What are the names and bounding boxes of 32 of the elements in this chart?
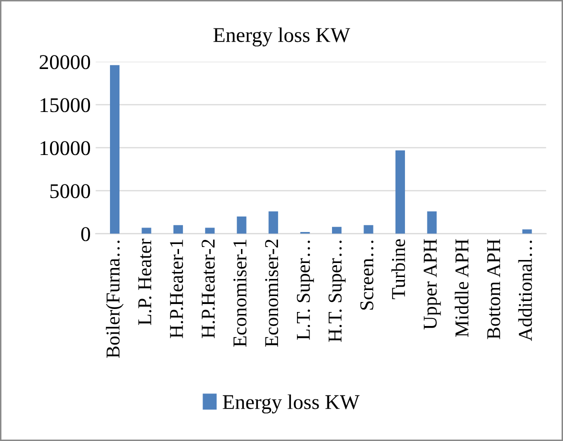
bar xyxy=(268,211,278,234)
x-tick-label: L.T. Super… xyxy=(296,240,314,340)
bar xyxy=(236,216,246,234)
bar xyxy=(205,228,215,234)
y-tick-label: 0 xyxy=(81,227,90,242)
x-tick-label: H.P.Heater-1 xyxy=(170,240,184,338)
bar xyxy=(142,228,152,234)
bar xyxy=(427,211,437,234)
legend-label: Energy loss KW xyxy=(222,394,360,414)
x-tick-label: Upper APH xyxy=(424,239,441,330)
bar xyxy=(332,226,342,234)
bar xyxy=(110,65,120,234)
x-tick-label: Economiser-2 xyxy=(265,240,278,347)
chart-title: Energy loss KW xyxy=(213,27,350,46)
bar xyxy=(395,150,405,234)
x-tick-label: Turbine xyxy=(391,239,406,300)
y-tick-label: 5000 xyxy=(50,184,90,198)
x-tick-label: Economiser-1 xyxy=(233,240,246,347)
x-tick-label: Bottom APH xyxy=(487,239,500,340)
y-tick-label: 20000 xyxy=(40,55,90,70)
x-tick-label: L.P. Heater xyxy=(138,238,152,325)
x-tick-label: H.T. Super… xyxy=(328,240,346,342)
bar xyxy=(364,225,374,234)
y-tick-label: 15000 xyxy=(40,98,90,112)
bar xyxy=(173,225,183,234)
x-tick-label: Additional… xyxy=(518,240,532,342)
x-tick-label: Middle APH xyxy=(454,239,469,337)
y-tick-label: 10000 xyxy=(40,141,90,156)
x-tick-label: Boiler(Furna… xyxy=(106,240,124,358)
bar xyxy=(522,229,532,234)
x-tick-label: H.P.Heater-2 xyxy=(202,240,215,338)
x-tick-label: Screen… xyxy=(360,240,374,310)
